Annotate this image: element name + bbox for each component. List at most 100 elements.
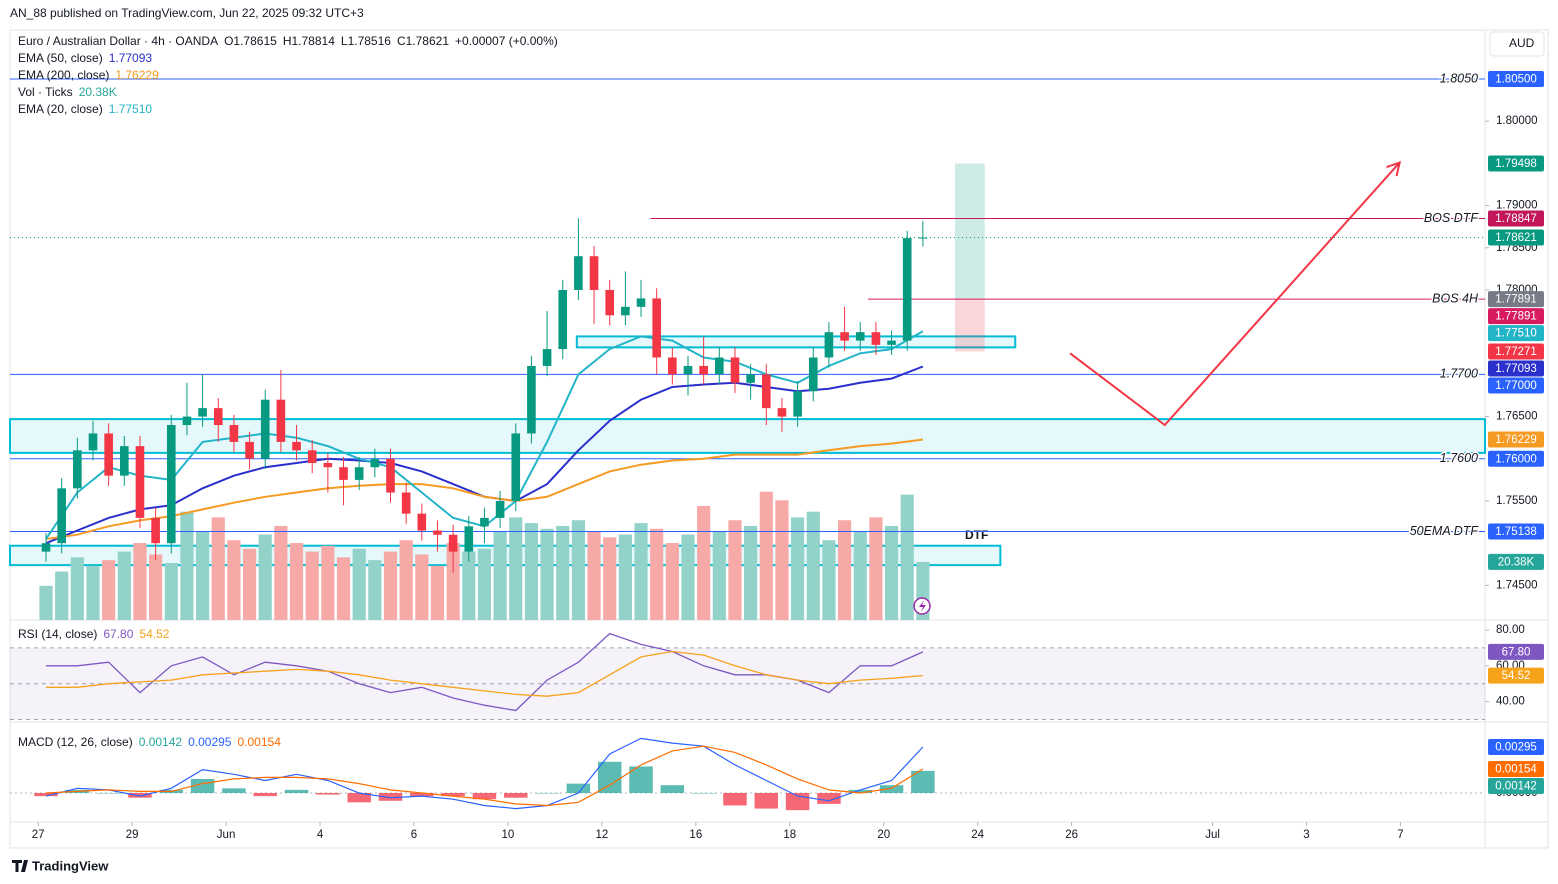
ema-line [45,438,924,540]
candle-body [542,349,552,366]
volume-bar [39,585,53,620]
indicator-name: Vol · Ticks [18,85,73,99]
currency-button[interactable] [1489,31,1545,57]
price-badge-label: 1.76000 [1495,453,1537,465]
x-tick-label: Jun [217,829,236,841]
candle-body [119,446,129,476]
ohlc-letter: O [224,34,233,48]
candle-body [808,357,818,392]
y-tick-label: 80.00 [1496,624,1525,636]
indicator-name: RSI (14, close) [18,627,97,641]
brand-logo [12,860,28,872]
change-value: +0.00007 (+0.00%) [455,34,558,48]
macd-histogram-bar [378,792,403,801]
macd-histogram-bar [597,761,622,793]
volume-bar [869,517,883,620]
macd-histogram-bar [253,792,277,797]
macd-histogram-bar [723,792,747,806]
candle-body [511,433,521,501]
volume-bar [650,528,664,620]
price-badge [1488,553,1544,570]
price-badge [1488,377,1544,394]
volume-bar [712,531,726,620]
volume-bar [274,525,288,620]
ohlc-letter: H [283,34,292,48]
candle-body [417,513,427,531]
volume-bar [133,543,147,620]
zone-label: DTF [965,528,988,542]
candle-body [433,530,442,535]
x-tick-label: 3 [1303,829,1309,841]
price-badge [1488,777,1544,794]
x-tick-label: 18 [783,829,796,841]
price-badge-label: 0.00154 [1495,763,1537,775]
indicator-legend: Vol · Ticks 20.38K [18,85,117,99]
macd-histogram-bar [566,783,591,793]
candle-body [777,408,787,417]
price-badge [1488,155,1544,172]
candle-body [73,450,82,489]
volume-bar [477,548,492,620]
x-tick-label: 29 [126,829,139,841]
price-badge-label: 1.78847 [1495,213,1537,225]
macd-histogram-bar [472,792,497,800]
volume-bar [900,494,914,620]
macd-legend: MACD (12, 26, close) 0.00142 0.00295 0.0015… [18,735,281,749]
indicator-name: EMA (20, close) [18,102,103,116]
level-label: BOS DTF [1424,211,1480,225]
macd-line [45,745,924,807]
ohlc-value: 1.78516 [348,34,392,48]
price-badge [1488,343,1544,360]
indicator-legend: EMA (200, close) 1.76229 [18,68,159,82]
brand-name: TradingView [32,858,109,873]
volume-bar [55,571,69,620]
candle-body [151,517,160,544]
candle-body [668,357,677,375]
ohlc-value: 1.78621 [406,34,450,48]
indicator-name: MACD (12, 26, close) [18,735,133,749]
macd-histogram-bar [817,792,841,804]
plot-layer: DTF 1.8050 BOS DTF BOS 4H 1.7700 1.7600 50EMA … [9,70,1544,841]
symbol-legend: Euro / Australian Dollar · 4h · OANDA O1.… [18,34,558,48]
price-badge [1488,760,1544,777]
level-label: 1.7600 [1440,451,1478,465]
candle-body [761,374,771,409]
volume-bar [102,560,116,620]
price-badge-label: 1.75138 [1495,526,1537,538]
candle-body [229,425,239,442]
rsi-legend: RSI (14, close) 67.80 54.52 [18,627,170,641]
price-badge-label: 0.00142 [1495,780,1537,792]
macd-histogram-bar [222,788,246,793]
macd-histogram-bar [879,785,904,793]
volume-bar [838,520,852,620]
candle-body [292,441,301,451]
macd-histogram-bar [410,792,434,797]
volume-bar [196,531,210,620]
y-tick-label: 1.79000 [1496,200,1538,212]
x-tick-label: 27 [32,829,45,841]
volume-bar [180,511,194,620]
volume-bar [305,551,319,620]
indicator-legend: EMA (50, close) 1.77093 [18,51,152,65]
indicator-value: 67.80 [103,627,133,641]
macd-histogram-bar [34,792,58,797]
volume-bar [86,565,100,620]
indicator-value: 1.77510 [109,102,153,116]
x-tick-label: 26 [1065,829,1078,841]
volume-bar [556,525,570,620]
price-badge-label: 1.77271 [1495,346,1537,358]
indicator-value: 20.38K [79,85,117,99]
candle-body [793,391,802,417]
indicator-legend: EMA (20, close) 1.77510 [18,102,152,116]
indicator-name: EMA (50, close) [18,51,103,65]
macd-histogram-bar [691,792,716,794]
indicator-value: 0.00142 [139,735,183,749]
volume-bar [321,545,335,620]
indicator-value: 54.52 [139,627,169,641]
volume-bar [822,540,836,620]
currency-label[interactable]: AUD [1509,36,1535,50]
ohlc-value: 1.78615 [233,34,277,48]
macd-histogram-bar [284,789,309,793]
level-label: BOS 4H [1432,291,1479,305]
